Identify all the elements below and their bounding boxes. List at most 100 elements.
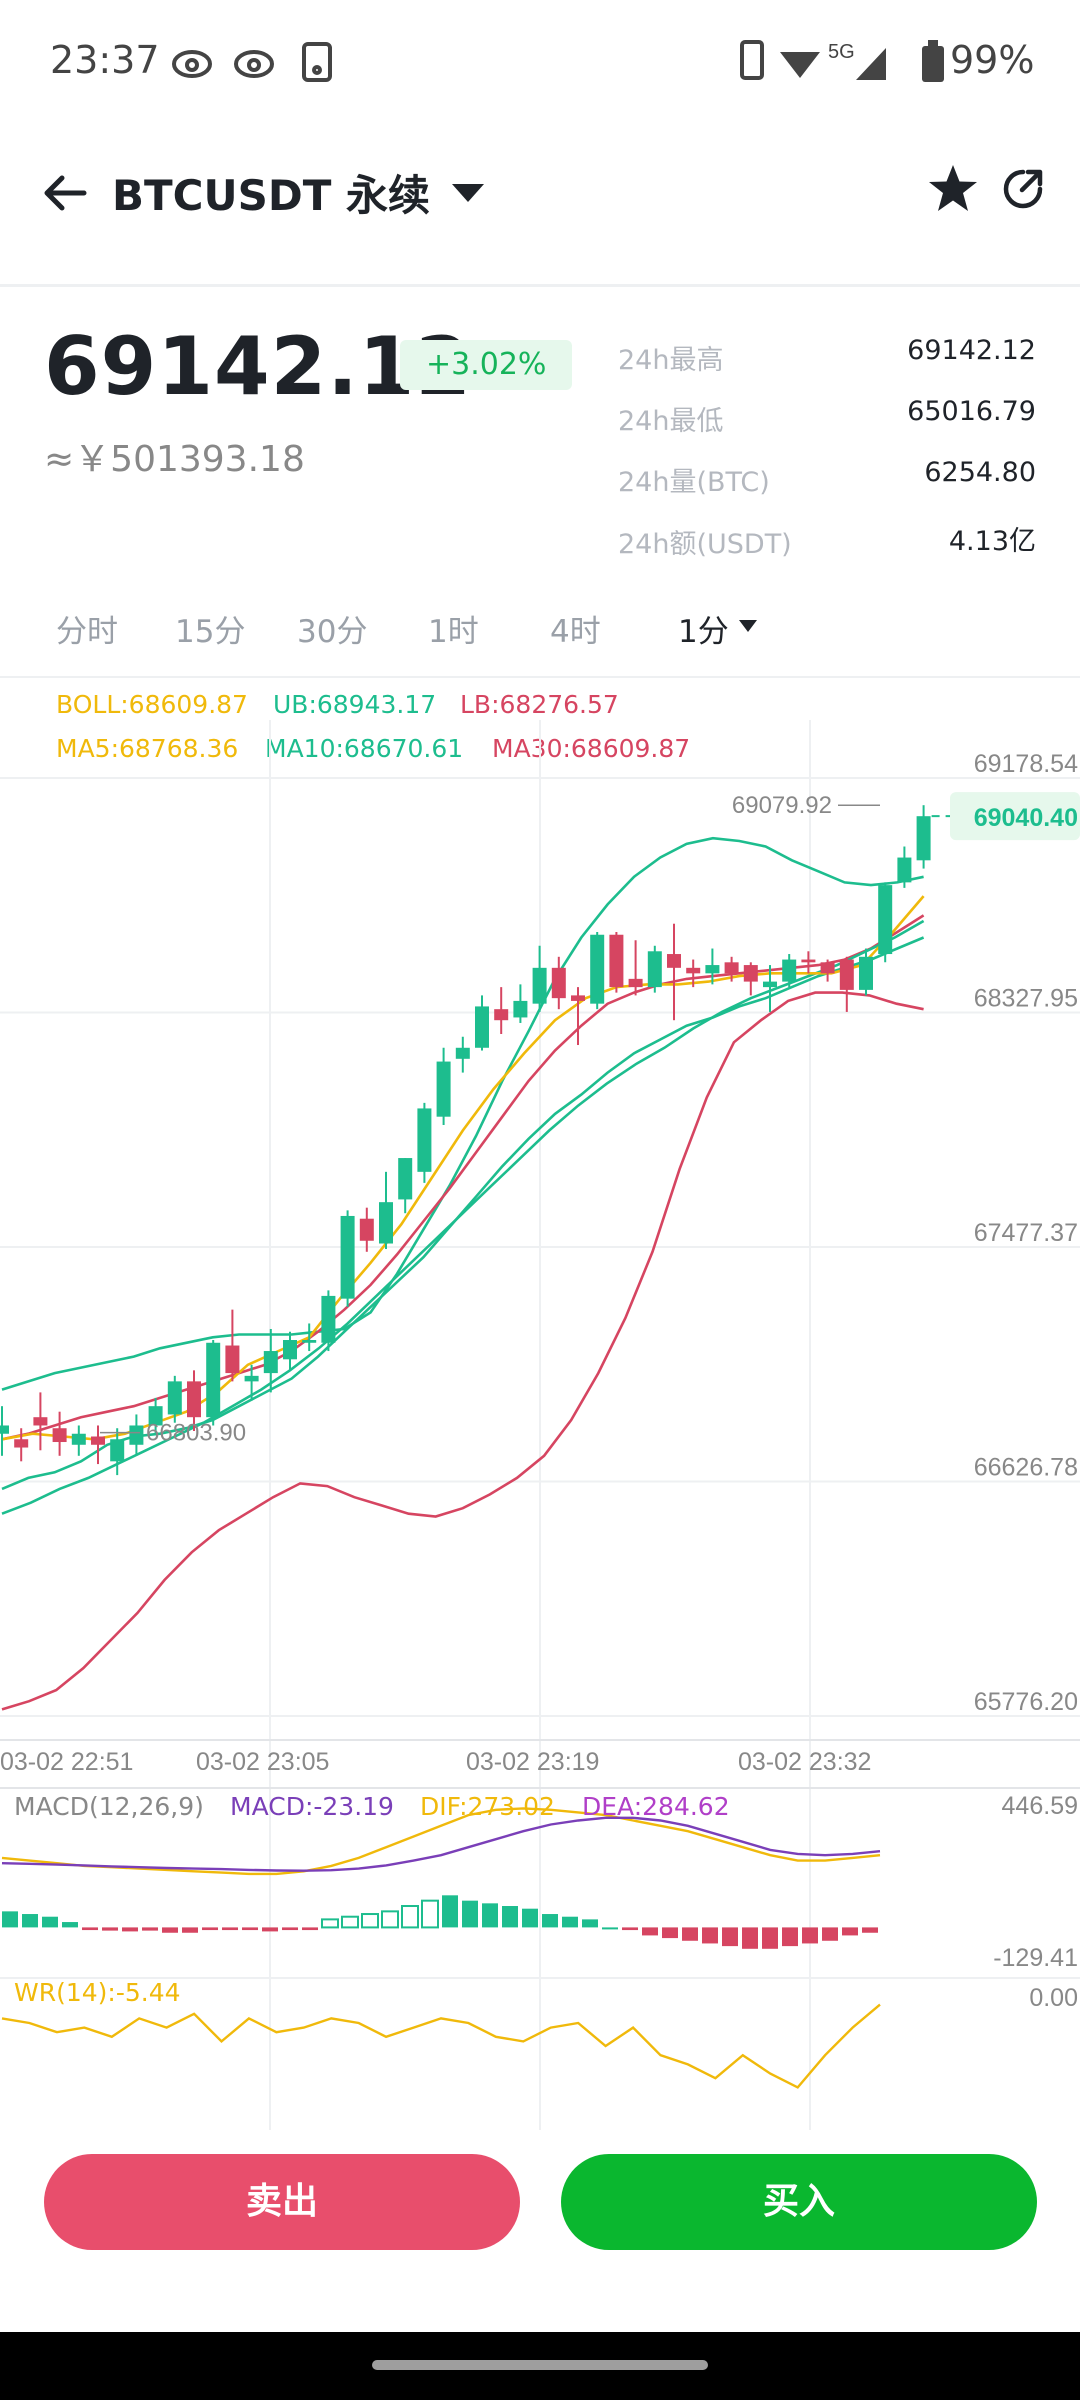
candle — [225, 1345, 240, 1374]
macd-bar — [822, 1927, 838, 1941]
caret-down-icon[interactable] — [450, 178, 486, 208]
high-price-label: 69079.92 — [732, 792, 832, 819]
stat-value-turnover: 4.13亿 — [948, 526, 1036, 557]
macd-tick-label: -129.41 — [993, 1944, 1078, 1972]
legend-macd: MACD:-23.19 — [230, 1792, 394, 1821]
macd-bar — [62, 1922, 78, 1928]
dea-line — [1, 1816, 881, 1872]
weibo-icon — [234, 50, 274, 78]
tab-1m[interactable]: 1分 — [678, 614, 729, 650]
candle — [686, 967, 701, 974]
x-tick-label: 03-02 23:19 — [466, 1748, 599, 1776]
change-badge: +3.02% — [400, 340, 573, 390]
battery-icon — [922, 40, 944, 82]
macd-bar — [562, 1916, 578, 1928]
candle — [513, 1000, 528, 1018]
battery-level: 99% — [950, 38, 1035, 82]
dif-line — [1, 1807, 881, 1876]
stat-label-high: 24h最高 — [618, 345, 724, 376]
candle — [187, 1381, 201, 1418]
macd-bar — [542, 1914, 558, 1928]
candle — [609, 934, 624, 988]
stat-label-volume: 24h量(BTC) — [618, 467, 770, 498]
macd-bar — [42, 1916, 58, 1928]
candle — [283, 1340, 297, 1360]
tab-30m[interactable]: 30分 — [297, 614, 368, 650]
candle — [705, 965, 720, 974]
candle — [628, 978, 643, 988]
last-price-tag — [950, 792, 1080, 841]
tab-timeline[interactable]: 分时 — [56, 614, 118, 650]
candle — [782, 959, 797, 982]
tab-4h[interactable]: 4时 — [550, 614, 601, 650]
macd-bar — [122, 1927, 138, 1932]
nav-bar — [0, 2332, 1080, 2400]
candle — [436, 1061, 451, 1117]
caret-down-icon[interactable] — [738, 618, 758, 634]
phone-icon — [302, 42, 332, 82]
candle — [897, 857, 912, 883]
y-tick-label: 66626.78 — [974, 1454, 1078, 1482]
candle — [398, 1158, 413, 1200]
y-tick-label: 65776.20 — [974, 1688, 1078, 1716]
candle — [647, 951, 662, 988]
header: BTCUSDT 永续 — [0, 140, 1080, 250]
arrow-left-icon[interactable] — [40, 168, 90, 218]
candle — [379, 1202, 393, 1244]
macd-bar — [222, 1927, 238, 1931]
legend-wr: WR(14):-5.44 — [14, 1978, 181, 2007]
candle — [148, 1406, 163, 1426]
macd-bar — [421, 1899, 439, 1929]
candle — [302, 1340, 317, 1343]
candle — [321, 1295, 336, 1343]
x-tick-label: 03-02 23:32 — [738, 1748, 871, 1776]
macd-bar — [862, 1927, 878, 1933]
macd-bar — [2, 1911, 18, 1928]
stat-label-low: 24h最低 — [618, 406, 724, 437]
candle — [532, 967, 547, 1004]
macd-bar — [782, 1927, 798, 1947]
wr-tick-label: 0.00 — [1029, 1984, 1078, 2012]
macd-bar — [202, 1927, 218, 1931]
candle — [167, 1381, 182, 1415]
macd-bar — [242, 1927, 258, 1931]
symbol-title[interactable]: BTCUSDT 永续 — [112, 171, 430, 220]
candle — [839, 959, 854, 990]
macd-bar — [682, 1927, 698, 1941]
status-time: 23:37 — [50, 38, 160, 82]
macd-bar — [602, 1927, 618, 1930]
sim-icon — [740, 40, 764, 80]
candle — [71, 1433, 86, 1445]
candle — [129, 1425, 144, 1445]
macd-bar — [502, 1906, 518, 1928]
sell-button[interactable]: 卖出 — [44, 2154, 520, 2250]
buy-button[interactable]: 买入 — [561, 2154, 1037, 2250]
macd-bar — [582, 1919, 598, 1928]
home-indicator[interactable] — [372, 2360, 708, 2370]
macd-tick-label: 446.59 — [1002, 1792, 1078, 1820]
candle — [110, 1439, 125, 1462]
tab-15m[interactable]: 15分 — [175, 614, 246, 650]
kline-chart[interactable]: 69178.54 68327.95 67477.37 66626.78 65776.20… — [0, 700, 1080, 2130]
candle — [417, 1108, 432, 1172]
tab-1h[interactable]: 1时 — [428, 614, 479, 650]
macd-bar — [462, 1900, 478, 1928]
macd-bar — [282, 1927, 298, 1931]
macd-bar — [182, 1927, 198, 1933]
candle — [455, 1047, 470, 1059]
x-tick-label: 03-02 22:51 — [0, 1748, 133, 1776]
last-price: 69142.12 — [44, 320, 473, 413]
macd-bar — [722, 1927, 738, 1947]
candle — [590, 934, 605, 1004]
status-bar: 23:37 5G 99% — [0, 0, 1080, 120]
y-tick-label: 67477.37 — [974, 1219, 1078, 1247]
share-icon[interactable] — [1000, 166, 1046, 212]
candle — [244, 1375, 259, 1382]
legend-ub: UB:68943.17 — [273, 690, 437, 719]
candle — [859, 956, 873, 990]
cny-price: ≈￥501393.18 — [44, 439, 305, 480]
star-icon[interactable] — [926, 162, 980, 216]
candle — [763, 981, 777, 988]
stat-value-volume: 6254.80 — [924, 457, 1036, 488]
candle — [52, 1428, 67, 1443]
